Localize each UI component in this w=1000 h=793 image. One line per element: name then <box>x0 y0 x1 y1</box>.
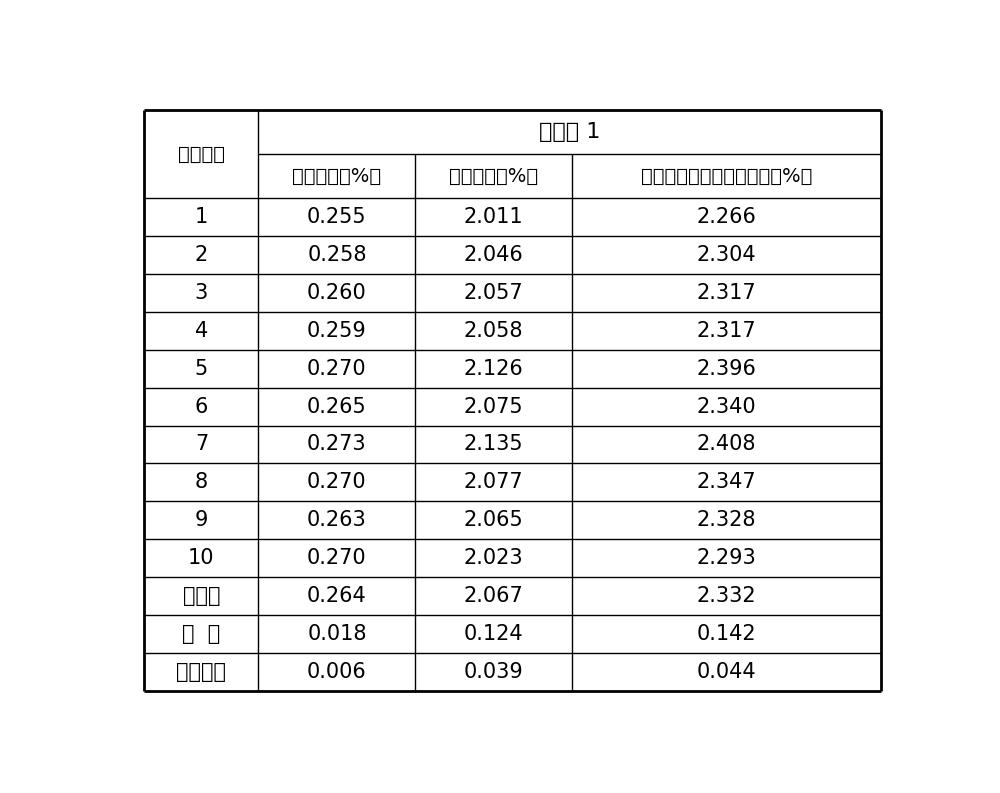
Text: 2.075: 2.075 <box>464 396 524 416</box>
Text: 标准偏差: 标准偏差 <box>176 661 226 681</box>
Text: 0.258: 0.258 <box>307 245 367 265</box>
Text: 0.264: 0.264 <box>307 586 367 606</box>
Text: 2.058: 2.058 <box>464 321 523 341</box>
Text: 2.057: 2.057 <box>464 283 524 303</box>
Text: 2.347: 2.347 <box>697 473 756 492</box>
Text: 2.317: 2.317 <box>697 283 756 303</box>
Text: 平均值: 平均值 <box>183 586 220 606</box>
Text: 2.317: 2.317 <box>697 321 756 341</box>
Text: 2.046: 2.046 <box>464 245 524 265</box>
Text: 8: 8 <box>195 473 208 492</box>
Text: 2.023: 2.023 <box>464 548 524 568</box>
Text: 0.265: 0.265 <box>307 396 367 416</box>
Text: 0.260: 0.260 <box>307 283 367 303</box>
Text: 5: 5 <box>195 358 208 379</box>
Text: 10: 10 <box>188 548 215 568</box>
Text: 0.018: 0.018 <box>307 624 367 644</box>
Text: 0.044: 0.044 <box>697 661 756 681</box>
Text: 四氯化碳（%）: 四氯化碳（%） <box>449 167 538 186</box>
Text: 0.124: 0.124 <box>464 624 524 644</box>
Text: 2.332: 2.332 <box>697 586 756 606</box>
Text: 6: 6 <box>195 396 208 416</box>
Text: 1: 1 <box>195 207 208 228</box>
Text: 2.266: 2.266 <box>696 207 756 228</box>
Text: 2.340: 2.340 <box>697 396 756 416</box>
Text: 9: 9 <box>195 510 208 531</box>
Text: 2.293: 2.293 <box>697 548 756 568</box>
Text: 2.065: 2.065 <box>464 510 524 531</box>
Text: 0.255: 0.255 <box>307 207 367 228</box>
Text: 2.077: 2.077 <box>464 473 524 492</box>
Text: 2.126: 2.126 <box>464 358 524 379</box>
Text: 2: 2 <box>195 245 208 265</box>
Text: 2.396: 2.396 <box>696 358 756 379</box>
Text: 2.408: 2.408 <box>697 435 756 454</box>
Text: 0.273: 0.273 <box>307 435 367 454</box>
Text: 2.328: 2.328 <box>697 510 756 531</box>
Text: 试样批号: 试样批号 <box>178 145 225 164</box>
Text: 2.304: 2.304 <box>697 245 756 265</box>
Text: 0.142: 0.142 <box>697 624 756 644</box>
Text: 极  差: 极 差 <box>182 624 221 644</box>
Text: 7: 7 <box>195 435 208 454</box>
Text: 3: 3 <box>195 283 208 303</box>
Text: 三氯甲烷与四氯化碳之和（%）: 三氯甲烷与四氯化碳之和（%） <box>641 167 812 186</box>
Text: 三氯甲烷（%）: 三氯甲烷（%） <box>292 167 381 186</box>
Text: 0.270: 0.270 <box>307 358 367 379</box>
Text: 0.263: 0.263 <box>307 510 367 531</box>
Text: 2.067: 2.067 <box>464 586 524 606</box>
Text: 2.135: 2.135 <box>464 435 524 454</box>
Text: 0.270: 0.270 <box>307 473 367 492</box>
Text: 0.006: 0.006 <box>307 661 367 681</box>
Text: 0.259: 0.259 <box>307 321 367 341</box>
Text: 2.011: 2.011 <box>464 207 524 228</box>
Text: 试验样 1: 试验样 1 <box>539 122 600 143</box>
Text: 4: 4 <box>195 321 208 341</box>
Text: 0.039: 0.039 <box>464 661 524 681</box>
Text: 0.270: 0.270 <box>307 548 367 568</box>
